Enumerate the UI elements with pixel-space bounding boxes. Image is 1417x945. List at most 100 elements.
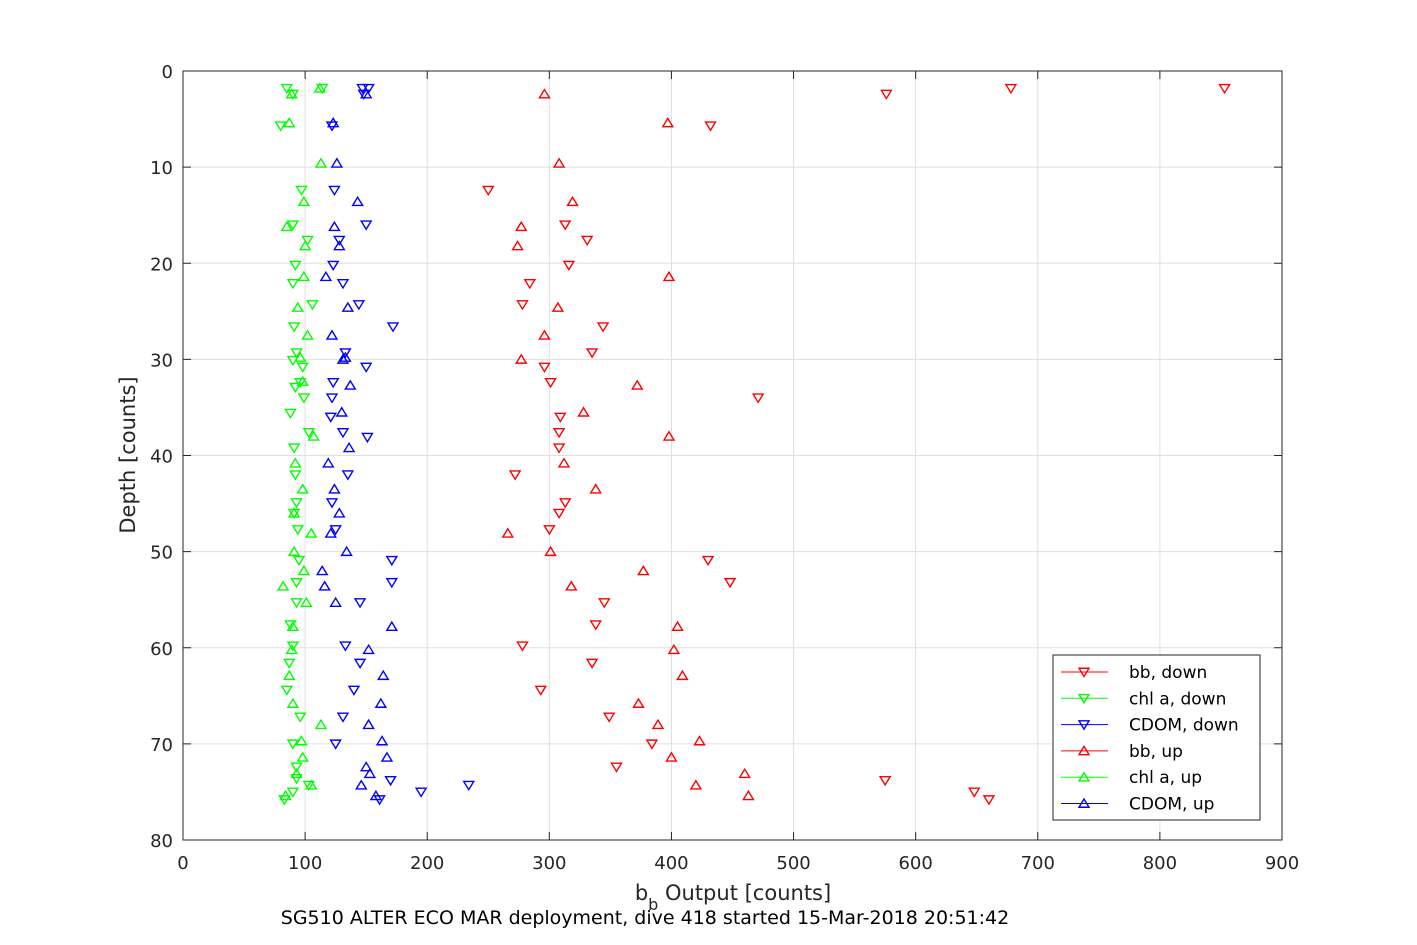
chl-a-down-point — [302, 427, 316, 439]
y-tick-label: 40 — [150, 447, 173, 468]
chl-a-up-point — [287, 507, 301, 518]
chl-a-down-point — [290, 498, 303, 509]
chl-a-up-point — [295, 735, 308, 746]
axes: 0 100 200 300 400 500 600 700 800 900 0 10 20 30 40 50 6… — [150, 62, 1299, 874]
cdom-down-point — [339, 641, 352, 652]
cdom-up-point — [359, 761, 373, 772]
legend-entry: bb, up — [1061, 742, 1183, 762]
chl-a-down-point — [315, 83, 329, 95]
legend: bb, down chl a, down CDOM, down bb, up chl a… — [1052, 654, 1261, 821]
chl-a-up-point — [304, 779, 318, 790]
chl-a-down-point — [284, 408, 297, 420]
bb-up-point — [551, 301, 565, 312]
cdom-down-point — [341, 470, 355, 481]
bb-up-point — [557, 457, 571, 468]
legend-swatch-marker — [1077, 667, 1091, 678]
chl-a-up-point — [296, 375, 309, 386]
chl-a-down-point — [289, 470, 302, 481]
chl-a-down-point — [286, 278, 300, 290]
bb-up-point — [515, 353, 528, 364]
cdom-down-point — [385, 555, 399, 567]
bb-down-point — [1218, 83, 1231, 95]
cdom-up-point — [325, 329, 339, 340]
cdom-down-point — [336, 278, 350, 290]
cdom-up-point — [374, 697, 388, 708]
cdom-down-point — [385, 577, 399, 589]
chl-a-up-point — [297, 564, 311, 576]
cdom-up-point — [330, 157, 344, 168]
chl-a-up-point — [301, 329, 314, 340]
chl-a-down-point — [306, 300, 319, 311]
bb-up-point — [665, 751, 678, 762]
cdom-up-point — [336, 353, 350, 364]
bb-down-point — [704, 121, 717, 132]
bb-up-point — [589, 483, 602, 494]
chl-a-down-point — [287, 322, 301, 333]
chl-a-up-point — [296, 483, 309, 494]
chl-a-up-point — [304, 527, 318, 538]
bb-down-point — [508, 470, 522, 481]
bb-up-point — [667, 643, 681, 655]
bb-down-point — [538, 362, 551, 373]
cdom-down-point — [326, 377, 340, 389]
chl-a-down-point — [274, 121, 287, 132]
legend-swatch-marker — [1077, 797, 1091, 808]
bb-down-point — [558, 220, 572, 231]
chl-a-up-point — [313, 82, 327, 93]
x-tick-label: 0 — [177, 853, 188, 874]
cdom-up-point — [377, 669, 390, 681]
bb-down-point — [723, 577, 737, 589]
x-tick-label: 300 — [532, 853, 566, 874]
bb-down-point — [645, 739, 659, 750]
bb-up-point — [738, 767, 751, 779]
cdom-down-point — [352, 300, 366, 311]
chl-a-down-point — [289, 382, 302, 394]
chl-a-down-point — [286, 739, 300, 750]
legend-label: CDOM, up — [1129, 795, 1214, 815]
x-tick-label: 600 — [898, 853, 932, 874]
legend-entry: CDOM, down — [1061, 716, 1239, 736]
chl-a-down-point — [284, 620, 297, 631]
chl-a-up-point — [297, 270, 311, 282]
bb-up-point — [515, 220, 528, 232]
chl-a-down-point — [291, 525, 305, 536]
x-tick-label: 900 — [1265, 853, 1299, 874]
chl-a-down-point — [297, 393, 311, 404]
chl-a-down-point — [292, 555, 306, 567]
legend-label: bb, down — [1129, 663, 1207, 683]
cdom-up-point — [322, 457, 335, 468]
legend-label: CDOM, down — [1129, 716, 1239, 736]
legend-label: chl a, up — [1129, 768, 1202, 788]
y-tick-label: 30 — [150, 350, 173, 371]
chl-a-up-point — [286, 697, 300, 708]
cdom-up-point — [318, 580, 331, 591]
cdom-up-point — [362, 643, 375, 655]
chl-a-down-point — [290, 774, 303, 785]
cdom-up-point — [315, 564, 329, 576]
bb-down-point — [968, 787, 981, 798]
chl-a-up-point — [282, 669, 296, 681]
bb-up-point — [511, 240, 524, 251]
bb-down-point — [982, 795, 996, 806]
chl-a-down-point — [290, 348, 303, 359]
chl-a-down-point — [289, 260, 302, 272]
chl-a-up-point — [282, 117, 296, 128]
chl-a-up-point — [298, 240, 312, 251]
bb-down-point — [552, 508, 566, 520]
bb-up-point — [693, 735, 706, 746]
chl-a-down-point — [287, 443, 301, 454]
chl-a-down-point — [290, 762, 303, 773]
bb-up-point — [538, 329, 551, 340]
legend-swatch-marker — [1077, 720, 1091, 731]
cdom-up-point — [339, 351, 352, 362]
y-tick-label: 50 — [150, 543, 173, 564]
chl-a-up-point — [290, 767, 303, 779]
cdom-up-point — [319, 270, 333, 282]
chl-a-up-point — [286, 620, 300, 632]
cdom-up-point — [326, 117, 340, 128]
bb-down-point — [880, 89, 893, 100]
x-tick-label: 500 — [776, 853, 810, 874]
bb-down-point — [878, 775, 892, 787]
chl-a-up-point — [287, 545, 301, 557]
